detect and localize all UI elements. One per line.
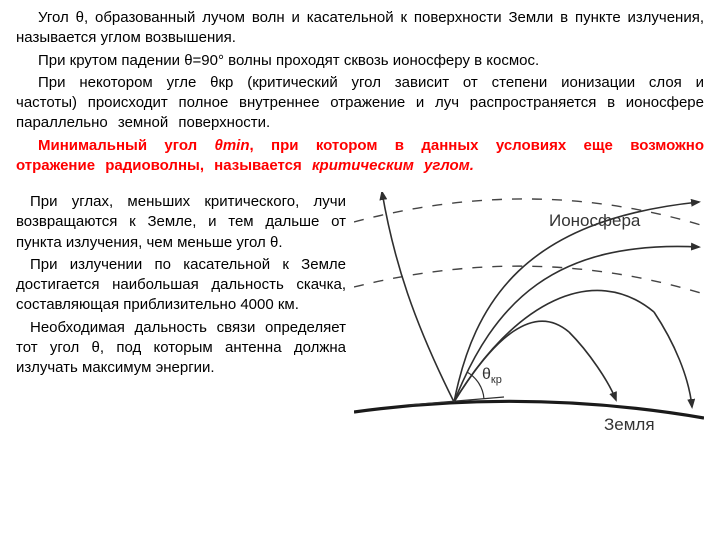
ray-reflect-near-down: [569, 332, 616, 400]
ionosphere-upper-arc: [354, 199, 704, 226]
paragraph-1: Угол θ, образованный лучом волн и касате…: [16, 8, 704, 49]
ray-reflect-far-down: [654, 312, 692, 407]
ray-escape: [382, 192, 454, 402]
theta-min: θmin: [214, 137, 249, 154]
bottom-row: При углах, меньших критического, лучи во…: [16, 192, 704, 442]
theta-sub: кр: [491, 374, 502, 386]
paragraph-6: При излучении по касательной к Земле дос…: [16, 255, 346, 316]
paragraph-3: При некотором угле θкр (критический угол…: [16, 73, 704, 134]
paragraph-5: При углах, меньших критического, лучи во…: [16, 192, 346, 253]
paragraph-4-critical-angle: Минимальный угол θmin, при котором в дан…: [16, 136, 704, 177]
theta-symbol: θ: [482, 366, 491, 383]
para4-text-c: критическим углом.: [312, 157, 474, 174]
ray-reflect-near-up: [454, 321, 569, 402]
paragraph-7: Необходимая дальность связи определяет т…: [16, 318, 346, 379]
left-text-column: При углах, меньших критического, лучи во…: [16, 192, 354, 442]
page: Угол θ, образованный лучом волн и касате…: [0, 0, 720, 442]
ionosphere-diagram: Ионосфера Земля θкр: [354, 192, 704, 442]
label-earth: Земля: [604, 414, 655, 437]
para4-text-a: Минимальный угол: [38, 137, 214, 154]
paragraph-2: При крутом падении θ=90° волны проходят …: [16, 51, 704, 71]
label-ionosphere: Ионосфера: [549, 210, 640, 233]
label-theta-kr: θкр: [482, 364, 502, 388]
